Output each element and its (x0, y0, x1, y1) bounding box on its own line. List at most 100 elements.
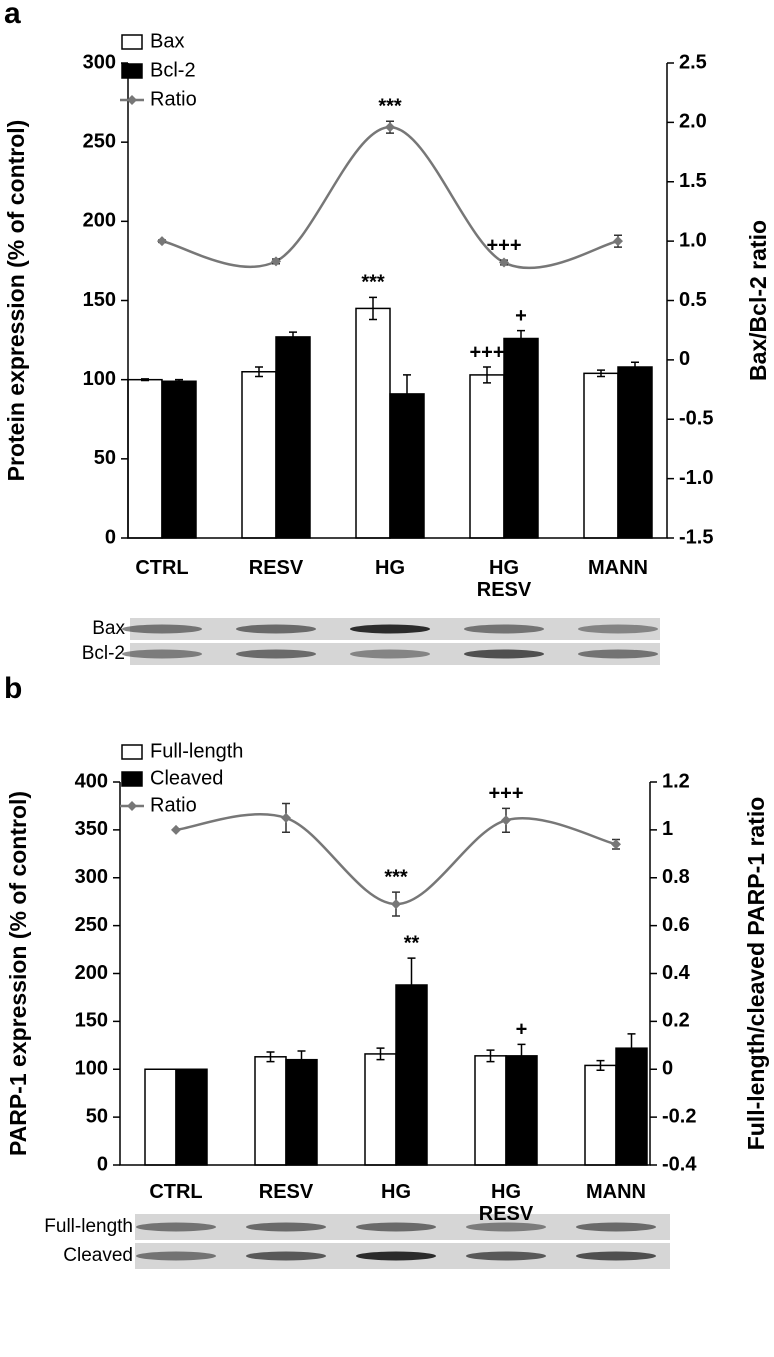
bar (355, 307, 391, 539)
blot-band (464, 649, 544, 659)
y2-tick-label: -0.2 (662, 1105, 696, 1127)
ratio-marker (499, 257, 509, 268)
x-tick-label: CTRL (149, 1181, 203, 1203)
error-bar (596, 1059, 605, 1071)
y-tick-label: 50 (86, 1105, 108, 1127)
blot-band (236, 624, 316, 634)
bar (127, 378, 163, 539)
error-bar (255, 366, 263, 378)
blot-band (122, 649, 202, 659)
ratio-marker (613, 236, 623, 247)
blot-band (246, 1222, 326, 1232)
y-tick-label: 0 (105, 526, 116, 548)
blot-label: Full-length (44, 1216, 133, 1237)
significance-mark: + (515, 305, 527, 327)
y2-tick-label: 0 (679, 348, 690, 370)
y2-tick-label: 1.2 (662, 770, 690, 792)
legend-swatch (121, 34, 143, 50)
y-tick-label: 300 (83, 51, 116, 73)
error-bar (141, 378, 149, 382)
x-tick-label: HG (381, 1181, 411, 1203)
ratio-line (175, 813, 617, 906)
blot-band (356, 1222, 436, 1232)
ratio-marker (157, 236, 167, 247)
bar (469, 374, 505, 539)
y2-tick-label: 0 (662, 1058, 673, 1080)
blot-strip (130, 643, 660, 665)
y-axis-title: PARP-1 expression (% of control) (5, 791, 31, 1156)
ratio-marker (385, 122, 395, 133)
blot-band (350, 624, 430, 634)
bar (254, 1056, 287, 1166)
y-tick-label: 100 (83, 368, 116, 390)
bar (617, 366, 653, 539)
y-axis-title: Protein expression (% of control) (3, 120, 29, 482)
ratio-marker (271, 256, 281, 267)
significance-mark: *** (361, 272, 385, 294)
legend-label: Ratio (150, 88, 197, 110)
significance-mark: ** (404, 932, 420, 954)
ratio-marker (281, 812, 291, 823)
ratio-marker (501, 815, 511, 826)
x-tick-label: RESV (248, 557, 304, 579)
blot-band (246, 1251, 326, 1261)
y2-tick-label: 2.0 (679, 111, 707, 133)
y-tick-label: 150 (75, 1010, 108, 1032)
y2-tick-label: 0.8 (662, 866, 690, 888)
error-bar (483, 366, 491, 384)
significance-mark: *** (378, 95, 402, 117)
panel-label: b (4, 672, 22, 705)
significance-mark: +++ (469, 341, 504, 363)
blot-band (576, 1251, 656, 1261)
y2-tick-label: 0.4 (662, 962, 691, 984)
legend-label: Bax (150, 30, 184, 52)
x-tick-label: HG RESV (478, 1181, 534, 1225)
y2-tick-label: -1.0 (679, 467, 713, 489)
blot-band (578, 649, 658, 659)
legend-marker (127, 801, 137, 811)
bar (161, 380, 197, 539)
blot-band (350, 649, 430, 659)
significance-mark: + (516, 1019, 528, 1041)
blot-band (136, 1222, 216, 1232)
legend-swatch (121, 771, 143, 787)
legend-label: Ratio (150, 794, 197, 816)
y2-tick-label: 0.6 (662, 914, 690, 936)
legend-swatch (121, 744, 143, 760)
error-bar (403, 374, 411, 414)
error-bar (631, 361, 639, 373)
x-tick-label: CTRL (135, 557, 189, 579)
significance-mark: +++ (486, 234, 521, 256)
y2-tick-label: 2.5 (679, 51, 707, 73)
y2-tick-label: 1 (662, 818, 673, 840)
panel-label: a (4, 0, 21, 30)
blot-label: Cleaved (63, 1245, 133, 1266)
error-bar (175, 378, 183, 384)
ratio-line (161, 125, 619, 270)
error-bar (407, 957, 416, 1013)
ratio-marker (391, 899, 401, 910)
blot-band (136, 1251, 216, 1261)
blot-band (464, 624, 544, 634)
error-bar (627, 1033, 636, 1064)
bar (364, 1053, 397, 1166)
blot-label: Bax (92, 618, 125, 639)
legend-swatch (121, 63, 143, 79)
ratio-marker (611, 839, 621, 850)
y-tick-label: 50 (94, 447, 116, 469)
significance-mark: *** (384, 866, 408, 888)
y-tick-label: 200 (75, 962, 108, 984)
error-bar (517, 1043, 526, 1069)
legend-label: Cleaved (150, 767, 223, 789)
bar (584, 1064, 617, 1166)
bar (241, 371, 277, 539)
y-tick-label: 150 (83, 289, 116, 311)
y-tick-label: 0 (97, 1153, 108, 1175)
x-tick-label: RESV (258, 1181, 314, 1203)
y2-tick-label: -0.4 (662, 1153, 697, 1175)
blot-band (576, 1222, 656, 1232)
error-bar (266, 1051, 275, 1063)
bar (505, 1055, 538, 1166)
